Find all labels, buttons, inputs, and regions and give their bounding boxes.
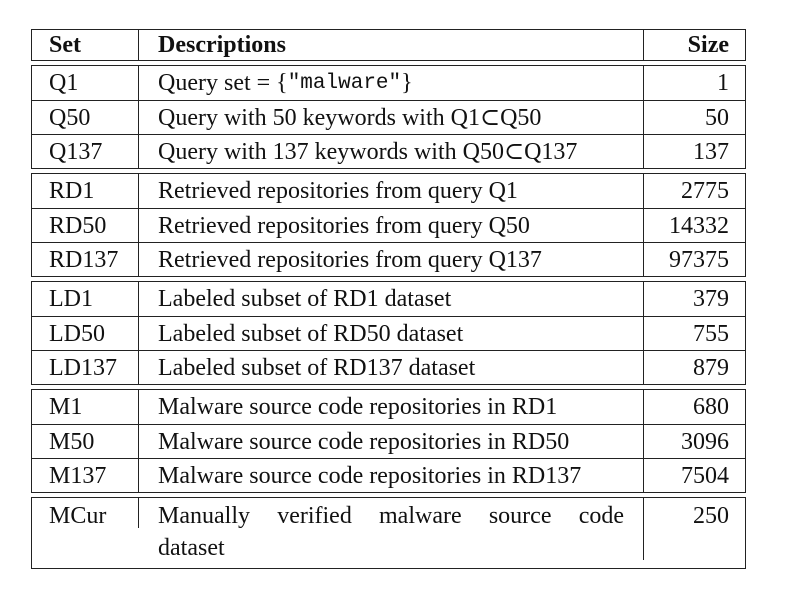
table-row: Q50 Query with 50 keywords with Q1⊂Q50 5… bbox=[32, 100, 745, 134]
cell-set: RD1 bbox=[32, 174, 139, 208]
cell-description: Query with 50 keywords with Q1⊂Q50 bbox=[139, 101, 644, 134]
cell-description: Malware source code repositories in RD1 bbox=[139, 390, 644, 424]
desc-code: "malware" bbox=[287, 71, 402, 95]
cell-set: LD1 bbox=[32, 282, 139, 316]
cell-size: 755 bbox=[693, 320, 729, 347]
cell-size: 1 bbox=[717, 70, 729, 96]
cell-size: 137 bbox=[693, 138, 729, 165]
cell-set: RD137 bbox=[32, 243, 139, 276]
cell-set: MCur bbox=[32, 498, 139, 528]
desc-word: verified bbox=[277, 503, 352, 529]
header-set: Set bbox=[32, 30, 139, 60]
cell-size: 680 bbox=[693, 394, 729, 420]
table-row: Q137 Query with 137 keywords with Q50⊂Q1… bbox=[32, 134, 745, 168]
desc-prefix: Query set = { bbox=[158, 70, 288, 96]
desc-word: source bbox=[488, 503, 552, 529]
table-row: RD50 Retrieved repositories from query Q… bbox=[32, 208, 745, 242]
cell-size: 2775 bbox=[681, 178, 729, 204]
table-group-malware: M1 Malware source code repositories in R… bbox=[31, 389, 746, 493]
table-header: Set Descriptions Size bbox=[31, 29, 746, 61]
desc-word: Manually bbox=[158, 503, 250, 529]
table-row: RD137 Retrieved repositories from query … bbox=[32, 242, 745, 276]
cell-size: 250 bbox=[693, 503, 729, 529]
table-row: RD1 Retrieved repositories from query Q1… bbox=[32, 174, 745, 208]
table-group-retrieved: RD1 Retrieved repositories from query Q1… bbox=[31, 173, 746, 277]
table-group-labeled: LD1 Labeled subset of RD1 dataset 379 LD… bbox=[31, 281, 746, 385]
dataset-table: Set Descriptions Size Q1 Query set = {"m… bbox=[31, 29, 746, 569]
table-row: M137 Malware source code repositories in… bbox=[32, 458, 745, 492]
cell-description: Malware source code repositories in RD50 bbox=[139, 425, 644, 458]
cell-set: Q50 bbox=[32, 101, 139, 134]
cell-size: 7504 bbox=[681, 462, 729, 489]
desc-word: code bbox=[578, 503, 624, 529]
cell-size: 50 bbox=[705, 104, 729, 131]
table-row: LD1 Labeled subset of RD1 dataset 379 bbox=[32, 282, 745, 316]
table-group-queries: Q1 Query set = {"malware"} 1 Q50 Query w… bbox=[31, 65, 746, 169]
table-row: Q1 Query set = {"malware"} 1 bbox=[32, 66, 745, 100]
cell-description: Labeled subset of RD137 dataset bbox=[139, 351, 644, 384]
cell-description: Labeled subset of RD50 dataset bbox=[139, 317, 644, 350]
header-size: Size bbox=[687, 32, 729, 58]
desc-line-2: dataset bbox=[158, 535, 225, 561]
cell-description: Malware source code repositories in RD13… bbox=[139, 459, 644, 492]
desc-word: malware bbox=[379, 503, 462, 529]
cell-description: Query set = {"malware"} bbox=[139, 66, 644, 100]
cell-set: M1 bbox=[32, 390, 139, 424]
cell-description: Retrieved repositories from query Q137 bbox=[139, 243, 644, 276]
header-descriptions: Descriptions bbox=[139, 30, 644, 60]
table-row: MCur Manually verified malware source co… bbox=[32, 498, 745, 568]
cell-size: 97375 bbox=[669, 246, 729, 273]
cell-set: RD50 bbox=[32, 209, 139, 242]
cell-set: LD137 bbox=[32, 351, 139, 384]
desc-suffix: } bbox=[401, 70, 413, 96]
table-row: LD50 Labeled subset of RD50 dataset 755 bbox=[32, 316, 745, 350]
cell-set: M137 bbox=[32, 459, 139, 492]
table-row: LD137 Labeled subset of RD137 dataset 87… bbox=[32, 350, 745, 384]
cell-description: Query with 137 keywords with Q50⊂Q137 bbox=[139, 135, 644, 168]
cell-set: Q137 bbox=[32, 135, 139, 168]
table-row: M1 Malware source code repositories in R… bbox=[32, 390, 745, 424]
cell-size: 3096 bbox=[681, 428, 729, 455]
cell-size: 14332 bbox=[669, 212, 729, 239]
desc-line-1: Manually verified malware source code bbox=[158, 504, 624, 528]
table-group-curated: MCur Manually verified malware source co… bbox=[31, 497, 746, 569]
cell-set: LD50 bbox=[32, 317, 139, 350]
cell-description: Retrieved repositories from query Q1 bbox=[139, 174, 644, 208]
cell-description: Retrieved repositories from query Q50 bbox=[139, 209, 644, 242]
table-row: M50 Malware source code repositories in … bbox=[32, 424, 745, 458]
cell-set: Q1 bbox=[32, 66, 139, 100]
cell-size: 879 bbox=[693, 354, 729, 381]
cell-description: Manually verified malware source code da… bbox=[139, 498, 644, 560]
cell-description: Labeled subset of RD1 dataset bbox=[139, 282, 644, 316]
cell-size: 379 bbox=[693, 286, 729, 312]
cell-set: M50 bbox=[32, 425, 139, 458]
